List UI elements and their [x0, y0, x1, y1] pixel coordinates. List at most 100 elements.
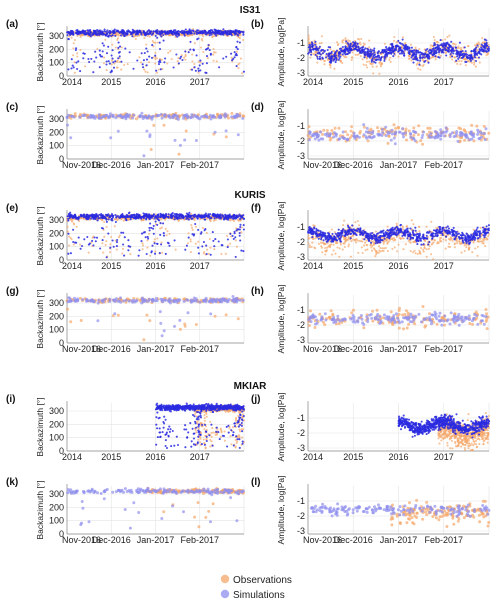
simulation-point	[156, 114, 160, 117]
simulation-point	[442, 51, 445, 54]
simulation-point	[146, 50, 149, 53]
simulation-point	[179, 57, 182, 60]
simulation-point	[151, 32, 154, 35]
simulation-point	[428, 57, 431, 60]
simulation-point	[208, 34, 211, 37]
simulation-point	[143, 51, 146, 55]
observation-point	[415, 63, 418, 66]
simulation-point	[201, 62, 204, 65]
simulation-point	[181, 58, 184, 62]
simulation-point	[449, 44, 452, 47]
simulation-point	[102, 216, 105, 220]
observation-point	[377, 129, 381, 133]
simulation-point	[220, 244, 223, 247]
simulation-point	[475, 46, 478, 49]
simulation-point	[200, 214, 203, 217]
simulation-point	[181, 29, 184, 32]
observation-point	[202, 35, 205, 38]
simulation-point	[143, 231, 146, 234]
observation-point	[190, 226, 194, 229]
observation-point	[310, 245, 313, 248]
simulation-point	[165, 212, 168, 215]
observation-point	[418, 48, 421, 51]
observation-point	[354, 53, 357, 56]
simulation-point	[430, 52, 433, 55]
simulation-point	[234, 236, 237, 239]
simulation-point	[211, 115, 215, 118]
simulation-point	[227, 215, 230, 218]
observation-point	[359, 240, 363, 243]
simulation-point	[177, 62, 180, 65]
observation-point	[356, 219, 359, 223]
simulation-point	[324, 56, 328, 59]
simulation-point	[145, 58, 149, 61]
observation-point	[70, 36, 73, 39]
observation-point	[72, 54, 75, 57]
simulation-point	[411, 49, 414, 52]
simulation-point	[362, 46, 365, 49]
observation-point	[444, 38, 447, 41]
observation-point	[341, 248, 344, 251]
observation-point	[457, 45, 460, 48]
simulation-point	[193, 233, 196, 236]
observation-point	[351, 51, 354, 54]
simulation-point	[150, 56, 154, 59]
observation-point	[167, 51, 170, 54]
observation-point	[72, 47, 75, 50]
simulation-point	[452, 52, 455, 55]
simulation-point	[148, 135, 152, 139]
observation-point	[396, 250, 399, 253]
simulation-point	[75, 47, 78, 50]
simulation-point	[129, 245, 132, 248]
simulation-point	[185, 244, 188, 247]
observation-point	[332, 243, 335, 246]
observation-point	[392, 39, 396, 42]
observation-point	[197, 71, 200, 74]
simulation-point	[321, 137, 325, 141]
simulation-point	[458, 54, 461, 57]
simulation-point	[308, 138, 311, 142]
observation-point	[433, 39, 436, 42]
simulation-point	[188, 211, 191, 214]
simulation-point	[97, 113, 101, 117]
simulation-point	[470, 50, 473, 53]
simulation-point	[414, 131, 418, 134]
simulation-point	[140, 52, 143, 55]
simulation-point	[197, 246, 200, 249]
simulation-point	[477, 56, 481, 59]
observation-point	[330, 228, 333, 231]
simulation-point	[134, 33, 137, 36]
simulation-point	[199, 69, 202, 72]
observation-point	[242, 38, 245, 42]
simulation-point	[209, 253, 212, 256]
observation-point	[343, 219, 346, 222]
observation-point	[362, 125, 366, 129]
simulation-point	[114, 213, 117, 217]
observation-point	[459, 46, 463, 50]
simulation-point	[421, 52, 424, 55]
simulation-point	[311, 133, 315, 136]
simulation-point	[384, 125, 388, 129]
simulation-point	[132, 113, 136, 117]
observation-point	[148, 35, 151, 38]
simulation-point	[174, 114, 178, 118]
observation-point	[66, 230, 69, 233]
observation-point	[174, 248, 177, 251]
simulation-point	[70, 215, 73, 218]
observation-point	[418, 225, 421, 228]
simulation-point	[198, 64, 201, 67]
simulation-point	[158, 252, 161, 255]
simulation-point	[384, 51, 387, 54]
simulation-point	[195, 29, 199, 32]
simulation-point	[370, 59, 373, 62]
simulation-point	[365, 126, 369, 130]
simulation-point	[406, 48, 409, 51]
simulation-point	[150, 117, 154, 121]
simulation-point	[109, 136, 113, 140]
observation-point	[224, 135, 228, 139]
simulation-point	[117, 57, 120, 60]
simulation-point	[170, 212, 173, 216]
simulation-point	[334, 61, 337, 64]
simulation-point	[333, 58, 336, 61]
